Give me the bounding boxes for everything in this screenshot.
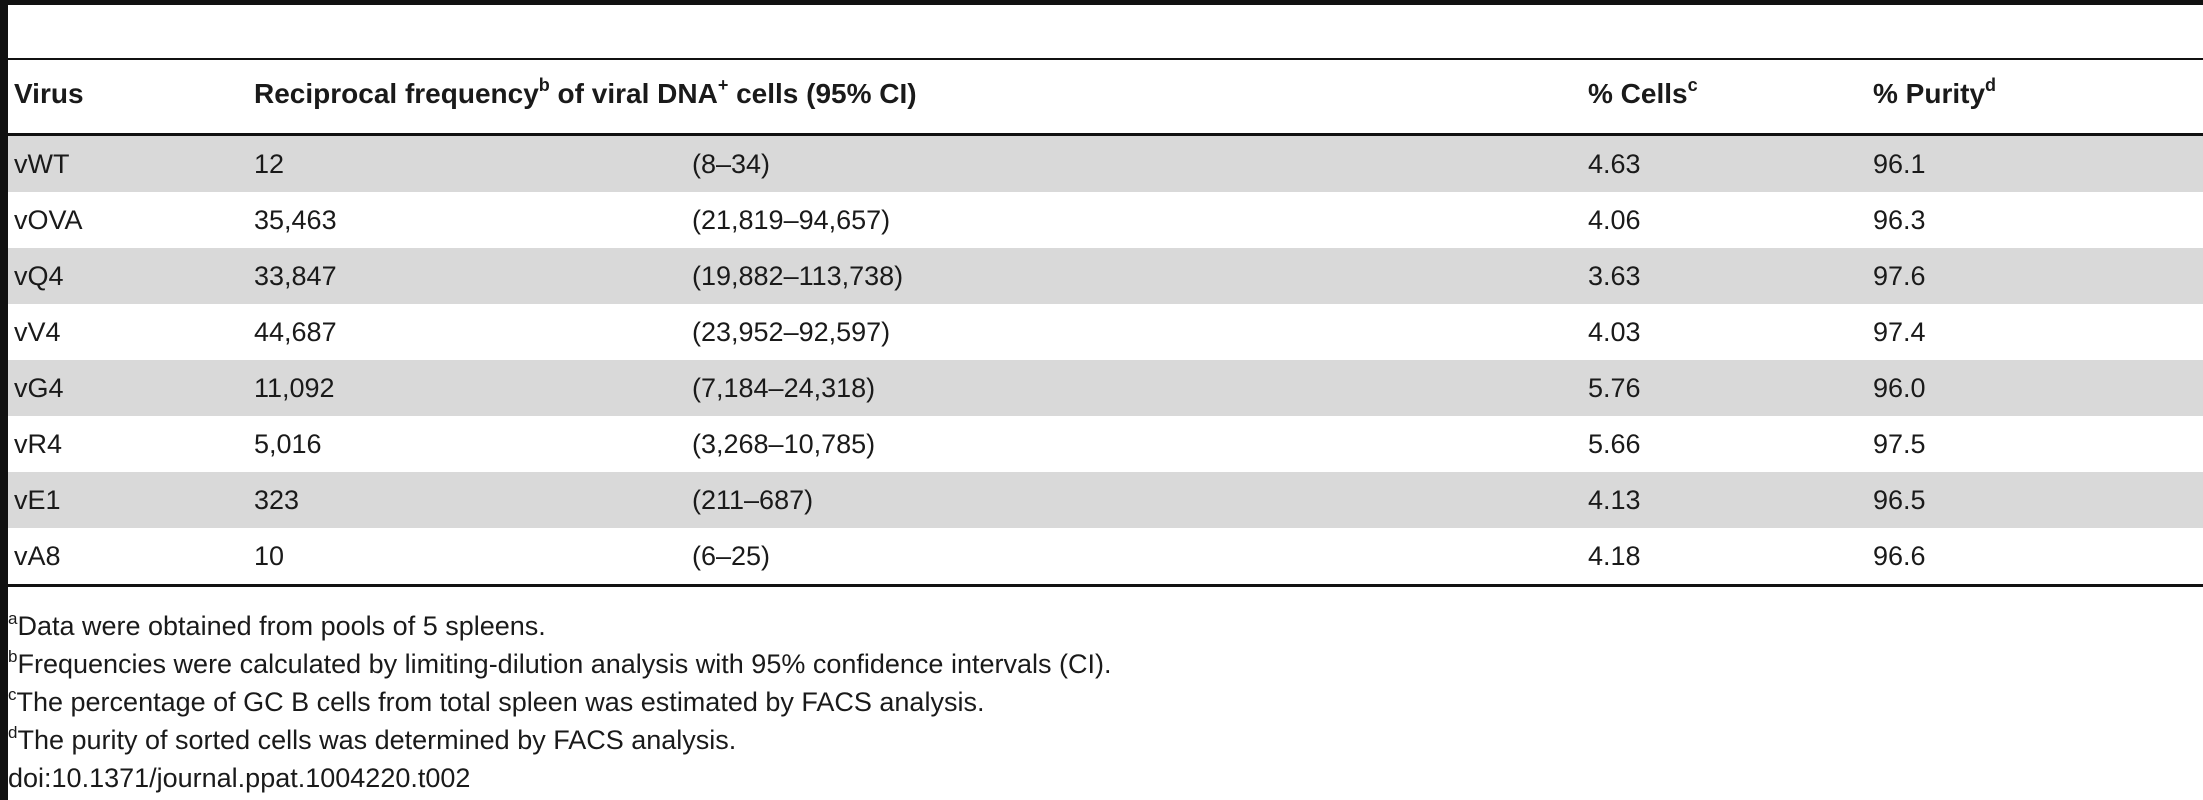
cell-percent-purity: 97.5 <box>1873 429 1926 459</box>
cell-percent-purity: 96.0 <box>1873 373 1926 403</box>
cell-confidence-interval: (3,268–10,785) <box>692 429 876 459</box>
footnote-b: bFrequencies were calculated by limiting… <box>8 645 2198 683</box>
cell-virus: vWT <box>14 149 70 179</box>
table-row: vR4 5,016 (3,268–10,785) 5.66 97.5 <box>8 416 2203 472</box>
table-row: vOVA 35,463 (21,819–94,657) 4.06 96.3 <box>8 192 2203 248</box>
header-freq-text-3: cells (95% CI) <box>728 78 917 109</box>
table-row: vWT 12 (8–34) 4.63 96.1 <box>8 136 2203 192</box>
header-purity-text: % Purity <box>1873 78 1986 109</box>
cell-virus: vR4 <box>14 429 63 459</box>
footnote-text: The percentage of GC B cells from total … <box>16 687 985 717</box>
cell-frequency: 44,687 <box>254 317 337 347</box>
header-freq-text-2: of viral DNA <box>549 78 718 109</box>
cell-frequency: 5,016 <box>254 429 322 459</box>
footnote-a: aData were obtained from pools of 5 sple… <box>8 607 2198 645</box>
cell-virus: vA8 <box>14 541 61 571</box>
top-border-rule <box>0 0 2203 5</box>
header-top-rule <box>8 58 2203 60</box>
cell-percent-purity: 96.1 <box>1873 149 1926 179</box>
header-freq-text: Reciprocal frequency <box>254 78 539 109</box>
footnote-c: cThe percentage of GC B cells from total… <box>8 683 2198 721</box>
cell-percent-purity: 96.6 <box>1873 541 1926 571</box>
cell-percent-purity: 97.4 <box>1873 317 1926 347</box>
cell-virus: vQ4 <box>14 261 64 291</box>
footnote-text: Data were obtained from pools of 5 splee… <box>17 611 546 641</box>
cell-virus: vV4 <box>14 317 61 347</box>
cell-percent-cells: 4.13 <box>1588 485 1641 515</box>
table-footnotes: aData were obtained from pools of 5 sple… <box>8 607 2198 797</box>
header-cells-footnote-mark: c <box>1687 75 1698 95</box>
table-row: vQ4 33,847 (19,882–113,738) 3.63 97.6 <box>8 248 2203 304</box>
footnote-d: dThe purity of sorted cells was determin… <box>8 721 2198 759</box>
table-row: vG4 11,092 (7,184–24,318) 5.76 96.0 <box>8 360 2203 416</box>
table-row: vE1 323 (211–687) 4.13 96.5 <box>8 472 2203 528</box>
cell-percent-purity: 96.5 <box>1873 485 1926 515</box>
left-border-rule <box>0 0 8 800</box>
header-reciprocal-frequency: Reciprocal frequencyb of viral DNA+ cell… <box>254 75 917 110</box>
table-row: vV4 44,687 (23,952–92,597) 4.03 97.4 <box>8 304 2203 360</box>
doi-link[interactable]: doi:10.1371/journal.ppat.1004220.t002 <box>8 763 471 793</box>
header-purity-footnote-mark: d <box>1985 75 1997 95</box>
cell-confidence-interval: (6–25) <box>692 541 771 571</box>
cell-percent-cells: 4.63 <box>1588 149 1641 179</box>
header-cells-text: % Cells <box>1588 78 1688 109</box>
cell-percent-cells: 4.18 <box>1588 541 1641 571</box>
cell-frequency: 12 <box>254 149 285 179</box>
footnote-mark: a <box>8 609 18 628</box>
cell-percent-cells: 5.66 <box>1588 429 1641 459</box>
cell-percent-cells: 5.76 <box>1588 373 1641 403</box>
cell-percent-cells: 4.03 <box>1588 317 1641 347</box>
cell-percent-purity: 96.3 <box>1873 205 1926 235</box>
cell-frequency: 33,847 <box>254 261 337 291</box>
header-percent-cells: % Cellsc <box>1588 75 1698 110</box>
cell-virus: vG4 <box>14 373 64 403</box>
cell-frequency: 10 <box>254 541 285 571</box>
header-virus: Virus <box>14 78 84 109</box>
header-freq-footnote-mark: b <box>538 75 550 95</box>
header-freq-plus: + <box>717 75 729 95</box>
cell-confidence-interval: (23,952–92,597) <box>692 317 891 347</box>
cell-confidence-interval: (19,882–113,738) <box>692 261 904 291</box>
header-percent-purity: % Purityd <box>1873 75 1997 110</box>
cell-confidence-interval: (7,184–24,318) <box>692 373 876 403</box>
cell-virus: vE1 <box>14 485 61 515</box>
cell-frequency: 323 <box>254 485 300 515</box>
cell-confidence-interval: (211–687) <box>692 485 814 515</box>
cell-confidence-interval: (8–34) <box>692 149 771 179</box>
table-row: vA8 10 (6–25) 4.18 96.6 <box>8 528 2203 584</box>
cell-frequency: 35,463 <box>254 205 337 235</box>
cell-percent-cells: 4.06 <box>1588 205 1641 235</box>
cell-frequency: 11,092 <box>254 373 335 403</box>
header-bottom-rule <box>8 133 2203 136</box>
footnote-mark: b <box>8 647 18 666</box>
table-body: vWT 12 (8–34) 4.63 96.1 vOVA 35,463 (21,… <box>8 136 2203 584</box>
cell-confidence-interval: (21,819–94,657) <box>692 205 891 235</box>
table-header-row: Virus Reciprocal frequencyb of viral DNA… <box>8 60 2203 133</box>
cell-percent-cells: 3.63 <box>1588 261 1641 291</box>
footnote-mark: c <box>8 685 17 704</box>
footnote-mark: d <box>8 723 18 742</box>
footnote-text: Frequencies were calculated by limiting-… <box>17 649 1112 679</box>
cell-virus: vOVA <box>14 205 83 235</box>
footnote-text: The purity of sorted cells was determine… <box>17 725 737 755</box>
cell-percent-purity: 97.6 <box>1873 261 1926 291</box>
table-bottom-rule <box>8 584 2203 587</box>
